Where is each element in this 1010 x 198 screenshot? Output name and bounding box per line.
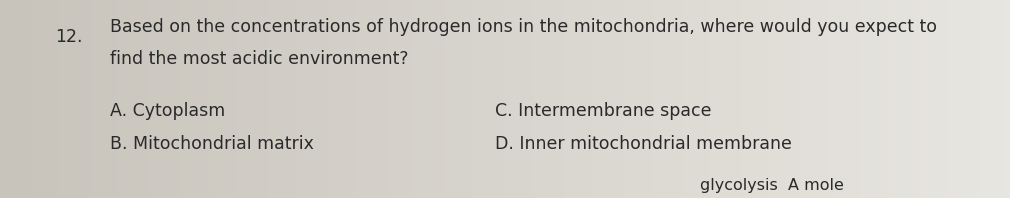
Text: 12.: 12. bbox=[55, 28, 83, 46]
Text: find the most acidic environment?: find the most acidic environment? bbox=[110, 50, 408, 68]
Text: C. Intermembrane space: C. Intermembrane space bbox=[495, 102, 711, 120]
Text: D. Inner mitochondrial membrane: D. Inner mitochondrial membrane bbox=[495, 135, 792, 153]
Text: A. Cytoplasm: A. Cytoplasm bbox=[110, 102, 225, 120]
Text: Based on the concentrations of hydrogen ions in the mitochondria, where would yo: Based on the concentrations of hydrogen … bbox=[110, 18, 937, 36]
Text: glycolysis  A mole: glycolysis A mole bbox=[700, 178, 844, 193]
Text: B. Mitochondrial matrix: B. Mitochondrial matrix bbox=[110, 135, 314, 153]
